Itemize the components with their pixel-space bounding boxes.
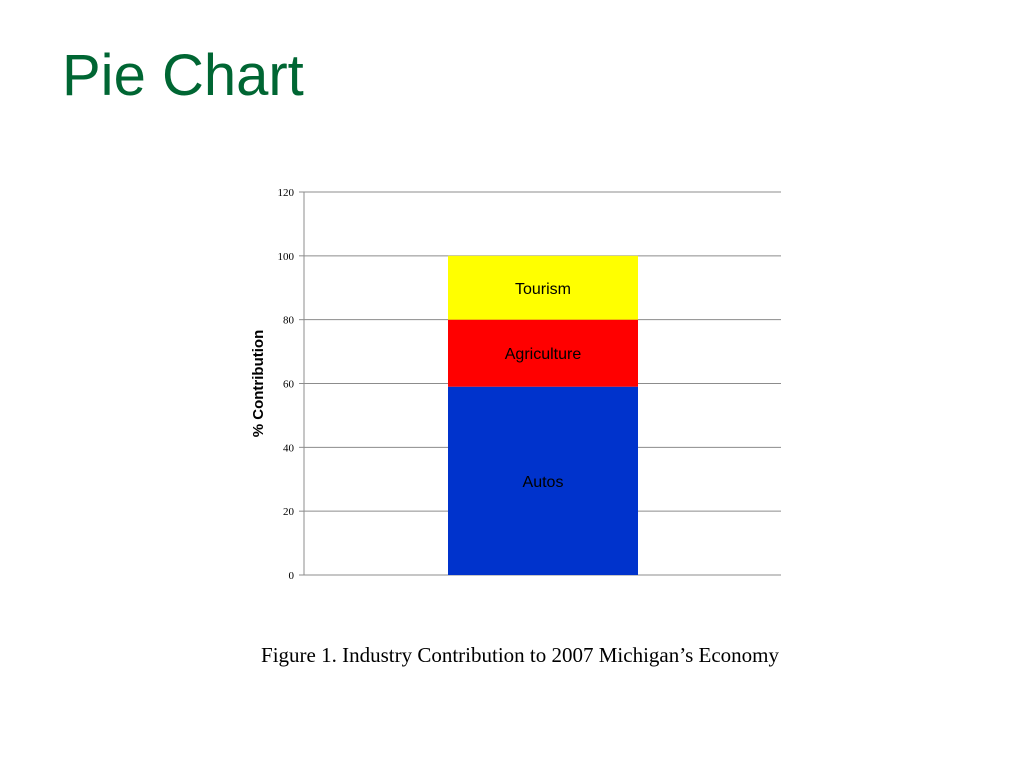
segment-label-tourism: Tourism (515, 281, 571, 298)
y-axis-label: % Contribution (250, 330, 267, 437)
slide-title: Pie Chart (62, 43, 304, 108)
y-axis-ticks: 0 20 40 60 80 100 120 (278, 187, 295, 582)
y-tick-label: 40 (283, 442, 295, 454)
figure-caption: Figure 1. Industry Contribution to 2007 … (261, 643, 779, 667)
y-tick-label: 100 (278, 251, 295, 263)
segment-label-agriculture: Agriculture (505, 346, 582, 363)
bar-segments (448, 255, 638, 575)
bar-segment-autos (448, 386, 638, 575)
segment-labels: Autos Agriculture Tourism (505, 281, 582, 491)
bar-segment-tourism (448, 255, 638, 320)
y-tick-label: 20 (283, 506, 295, 518)
y-tick-label: 80 (283, 315, 295, 327)
y-tick-label: 0 (289, 570, 295, 582)
segment-label-autos: Autos (523, 474, 564, 491)
y-tick-label: 120 (278, 187, 295, 199)
y-tick-label: 60 (283, 379, 295, 391)
bar-segment-agriculture (448, 319, 638, 387)
